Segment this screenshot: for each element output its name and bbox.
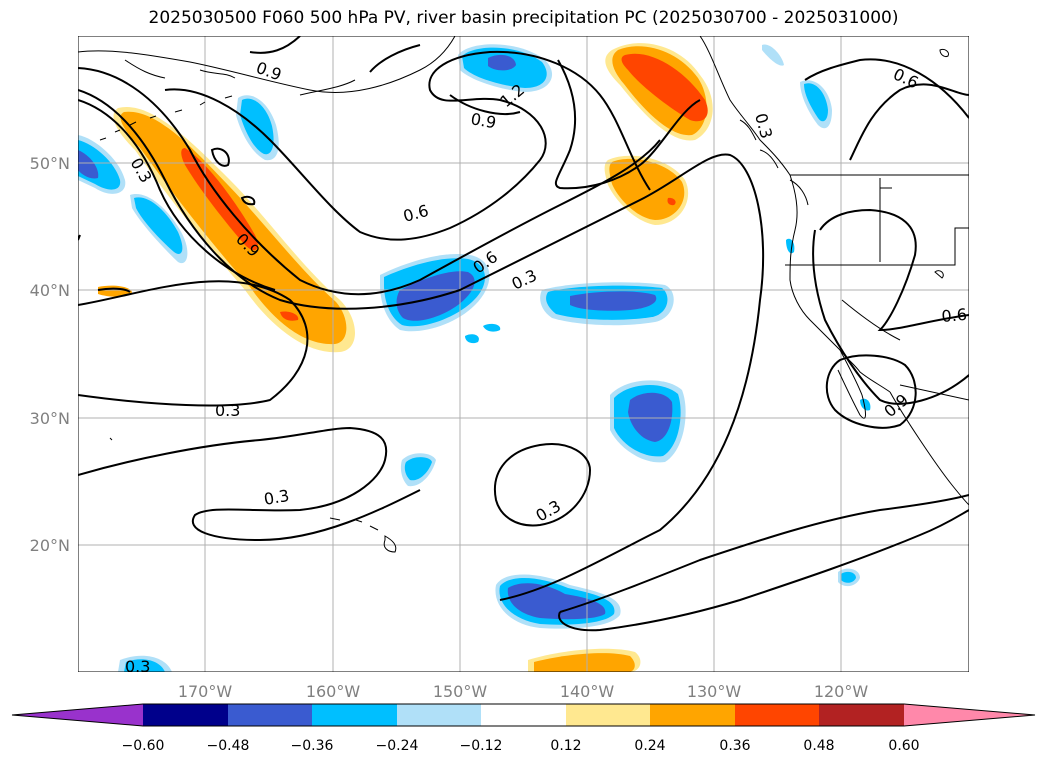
negative-precip-central-small (465, 334, 479, 344)
colorbar-segment (397, 704, 481, 726)
negative-precip-small-ne (762, 44, 784, 66)
lon-labels: 170°W 160°W 150°W 140°W 130°W 120°W (178, 682, 869, 701)
colorbar-segment (819, 704, 904, 726)
colorbar: −0.60 −0.48 −0.36 −0.24 −0.12 0.12 0.24 … (11, 703, 1036, 754)
negative-precip-north-core (488, 54, 516, 71)
lat-label: 30°N (30, 409, 70, 428)
lon-label: 170°W (178, 682, 233, 701)
lat-label: 50°N (30, 154, 70, 173)
pv-contour (210, 147, 230, 167)
colorbar-tick-label: −0.36 (291, 738, 334, 754)
positive-precip-small (280, 311, 299, 321)
pv-contour (819, 208, 969, 332)
pv-contour (369, 44, 421, 73)
colorbar-segment (566, 704, 650, 726)
pv-contour (812, 229, 969, 405)
contour-label: 0.3 (262, 486, 290, 509)
positive-precip-band-core (181, 148, 258, 251)
pv-contour (240, 195, 256, 206)
precipitation-shading (78, 43, 871, 672)
pv-contour (78, 99, 276, 291)
negative-precip-subtropical-core (628, 392, 673, 442)
lon-label: 160°W (306, 682, 361, 701)
pv-contour (558, 509, 969, 632)
coastlines (78, 36, 969, 553)
lat-label: 20°N (30, 536, 70, 555)
negative-precip-west-core (78, 150, 99, 179)
colorbar-tick-label: −0.12 (460, 738, 503, 754)
contour-label: 0.6 (941, 305, 968, 326)
negative-precip-central-small2 (483, 323, 501, 332)
pv-contour (449, 94, 521, 116)
colorbar-extend-left (12, 704, 143, 726)
pv-contour (554, 59, 701, 190)
negative-precip-east-band-core (570, 291, 657, 311)
colorbar-segment (481, 704, 566, 726)
lat-label: 40°N (30, 281, 70, 300)
pv-contour (78, 426, 421, 542)
pv-contour (825, 354, 917, 429)
map-area: 0.9 0.3 0.9 1.2 0.9 0.6 0.6 0.3 0.3 0.3 … (78, 36, 969, 676)
pv-contours (78, 36, 969, 632)
colorbar-tick-label: 0.24 (634, 738, 665, 754)
gridlines (78, 36, 969, 672)
negative-precip-southern-core (507, 583, 606, 620)
pv-contour (97, 287, 131, 293)
negative-precip-west-south-inner (124, 659, 165, 672)
colorbar-tick-label: 0.12 (550, 738, 581, 754)
pv-contour (493, 443, 592, 527)
pv-contour (804, 58, 969, 119)
lon-label: 140°W (560, 682, 615, 701)
pv-contour (78, 67, 661, 296)
lon-label: 130°W (687, 682, 742, 701)
colorbar-ticks: −0.60 −0.48 −0.36 −0.24 −0.12 0.12 0.24 … (122, 738, 920, 754)
pv-contour (849, 83, 969, 161)
negative-precip-baja-small (860, 398, 871, 411)
positive-precip-south-inner (534, 653, 635, 672)
map-background (78, 36, 969, 672)
pv-contour (78, 89, 765, 601)
colorbar-tick-label: 0.60 (888, 738, 919, 754)
negative-precip-central-core (396, 271, 475, 321)
positive-precip-bc-core (621, 53, 708, 122)
negative-precip-aleutian-south-inner (134, 197, 183, 254)
colorbar-tick-label: −0.24 (376, 738, 419, 754)
positive-precip-oregon-dot (667, 197, 676, 206)
negative-precip-mexico-south-inner (841, 571, 856, 583)
contour-label: 0.3 (125, 657, 150, 676)
pv-contour (78, 280, 309, 407)
colorbar-tick-label: 0.48 (803, 738, 834, 754)
contour-label: 0.3 (215, 401, 240, 420)
lat-labels: 50°N 40°N 30°N 20°N (30, 154, 70, 555)
contour-label: 0.9 (469, 109, 497, 132)
colorbar-tick-label: 0.36 (719, 738, 750, 754)
pv-contour (559, 494, 969, 613)
colorbar-segment (735, 704, 819, 726)
lon-label: 150°W (433, 682, 488, 701)
colorbar-segment (650, 704, 735, 726)
lon-label: 120°W (814, 682, 869, 701)
colorbar-segment (228, 704, 312, 726)
colorbar-tick-label: −0.60 (122, 738, 165, 754)
pv-contour (249, 36, 301, 54)
colorbar-segment (312, 704, 397, 726)
negative-precip-hawaii-north-inner (404, 457, 432, 481)
positive-precip-oregon-inner (609, 158, 685, 220)
map-title: 2025030500 F060 500 hPa PV, river basin … (148, 8, 899, 28)
colorbar-outline (11, 703, 1036, 727)
colorbar-tick-label: −0.48 (207, 738, 250, 754)
colorbar-segment (143, 704, 228, 726)
colorbar-extend-right (904, 704, 1035, 726)
negative-precip-bc-coast-inner (804, 83, 828, 122)
